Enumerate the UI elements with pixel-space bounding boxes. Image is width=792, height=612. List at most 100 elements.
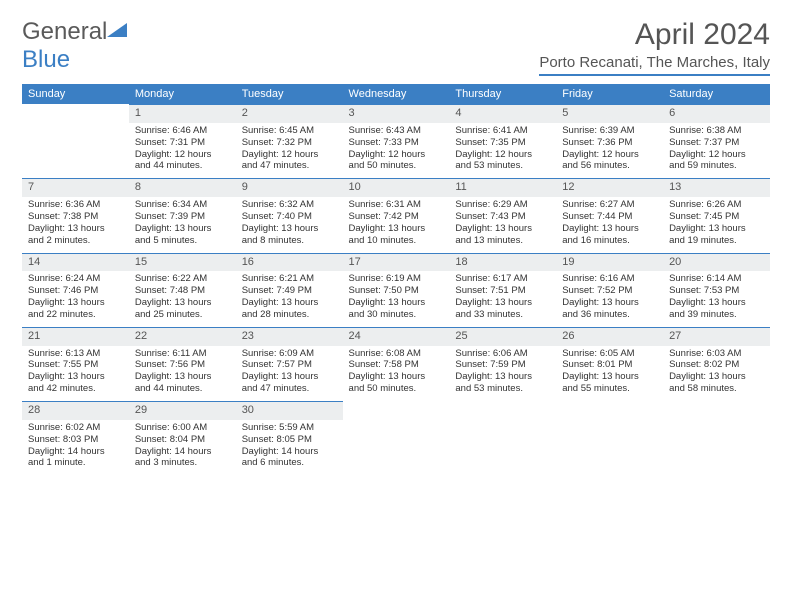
sunset-line: Sunset: 7:49 PM xyxy=(242,285,337,297)
daylight-line: Daylight: 14 hours and 1 minute. xyxy=(28,446,123,470)
daylight-line: Daylight: 13 hours and 50 minutes. xyxy=(349,371,444,395)
week-row: 1Sunrise: 6:46 AMSunset: 7:31 PMDaylight… xyxy=(22,104,770,178)
logo-word2: Blue xyxy=(22,46,70,73)
sunrise-line: Sunrise: 6:22 AM xyxy=(135,273,230,285)
day-cell: 21Sunrise: 6:13 AMSunset: 7:55 PMDayligh… xyxy=(22,327,129,401)
day-header: Monday xyxy=(129,84,236,104)
header: General Blue April 2024 Porto Recanati, … xyxy=(22,18,770,76)
day-body: Sunrise: 6:29 AMSunset: 7:43 PMDaylight:… xyxy=(449,197,556,253)
sunrise-line: Sunrise: 6:26 AM xyxy=(669,199,764,211)
title-block: April 2024 Porto Recanati, The Marches, … xyxy=(539,18,770,76)
day-number: 8 xyxy=(129,178,236,197)
day-number: 29 xyxy=(129,401,236,420)
sunset-line: Sunset: 7:52 PM xyxy=(562,285,657,297)
day-number: 27 xyxy=(663,327,770,346)
day-cell: 24Sunrise: 6:08 AMSunset: 7:58 PMDayligh… xyxy=(343,327,450,401)
sunrise-line: Sunrise: 6:38 AM xyxy=(669,125,764,137)
sunset-line: Sunset: 7:35 PM xyxy=(455,137,550,149)
daylight-line: Daylight: 13 hours and 44 minutes. xyxy=(135,371,230,395)
sunset-line: Sunset: 7:37 PM xyxy=(669,137,764,149)
day-cell: 10Sunrise: 6:31 AMSunset: 7:42 PMDayligh… xyxy=(343,178,450,252)
logo-triangle-icon xyxy=(107,23,127,39)
sunset-line: Sunset: 7:48 PM xyxy=(135,285,230,297)
day-cell: 27Sunrise: 6:03 AMSunset: 8:02 PMDayligh… xyxy=(663,327,770,401)
sunset-line: Sunset: 7:32 PM xyxy=(242,137,337,149)
week-row: 21 Sunrise: 6:13 AMSunset: 7:55 PM Dayligh… xyxy=(22,327,770,401)
daylight-line: Daylight: 13 hours and 36 minutes. xyxy=(562,297,657,321)
day-header: Thursday xyxy=(449,84,556,104)
day-header: Wednesday xyxy=(343,84,450,104)
daylight-line: Daylight: 14 hours and 3 minutes. xyxy=(135,446,230,470)
logo-word1: General xyxy=(22,18,107,45)
daylight-line: Daylight: 13 hours and 22 minutes. xyxy=(28,297,123,321)
daylight-line: Daylight: 13 hours and 19 minutes. xyxy=(669,223,764,247)
day-number: 24 xyxy=(343,327,450,346)
day-cell: 14Sunrise: 6:24 AMSunset: 7:46 PMDayligh… xyxy=(22,253,129,327)
logo: General Blue xyxy=(22,18,127,74)
sunset-line: Sunset: 7:55 PM xyxy=(28,359,123,371)
daylight-line: Daylight: 13 hours and 30 minutes. xyxy=(349,297,444,321)
day-body: Sunrise: 6:31 AMSunset: 7:42 PMDaylight:… xyxy=(343,197,450,253)
day-cell: 26Sunrise: 6:05 AMSunset: 8:01 PMDayligh… xyxy=(556,327,663,401)
sunrise-line: Sunrise: 6:46 AM xyxy=(135,125,230,137)
day-cell: 13Sunrise: 6:26 AMSunset: 7:45 PMDayligh… xyxy=(663,178,770,252)
daylight-line: Daylight: 13 hours and 53 minutes. xyxy=(455,371,550,395)
daylight-line: Daylight: 12 hours and 56 minutes. xyxy=(562,149,657,173)
sunset-line: Sunset: 7:42 PM xyxy=(349,211,444,223)
day-body: Sunrise: 6:34 AMSunset: 7:39 PMDaylight:… xyxy=(129,197,236,253)
sunset-line: Sunset: 8:01 PM xyxy=(562,359,657,371)
sunrise-line: Sunrise: 6:11 AM xyxy=(135,348,230,360)
sunset-line: Sunset: 7:50 PM xyxy=(349,285,444,297)
day-number: 11 xyxy=(449,178,556,197)
sunrise-line: Sunrise: 6:09 AM xyxy=(242,348,337,360)
daylight-line: Daylight: 13 hours and 8 minutes. xyxy=(242,223,337,247)
day-body: Sunrise: 6:19 AMSunset: 7:50 PMDaylight:… xyxy=(343,271,450,327)
calendar-body: 1Sunrise: 6:46 AMSunset: 7:31 PMDaylight… xyxy=(22,104,770,475)
day-cell: 30Sunrise: 5:59 AMSunset: 8:05 PMDayligh… xyxy=(236,401,343,475)
sunrise-line: Sunrise: 6:34 AM xyxy=(135,199,230,211)
day-body: Sunrise: 6:26 AMSunset: 7:45 PMDaylight:… xyxy=(663,197,770,253)
day-number: 12 xyxy=(556,178,663,197)
day-body: Sunrise: 6:06 AMSunset: 7:59 PMDaylight:… xyxy=(449,346,556,402)
day-body: Sunrise: 6:38 AMSunset: 7:37 PMDaylight:… xyxy=(663,123,770,179)
day-cell: 6Sunrise: 6:38 AMSunset: 7:37 PMDaylight… xyxy=(663,104,770,178)
daylight-line: Daylight: 13 hours and 13 minutes. xyxy=(455,223,550,247)
sunset-line: Sunset: 7:44 PM xyxy=(562,211,657,223)
sunrise-line: Sunrise: 6:29 AM xyxy=(455,199,550,211)
day-body: Sunrise: 6:03 AMSunset: 8:02 PMDaylight:… xyxy=(663,346,770,402)
sunset-line: Sunset: 7:33 PM xyxy=(349,137,444,149)
day-number: 14 xyxy=(22,253,129,272)
day-number: 5 xyxy=(556,104,663,123)
sunrise-line: Sunrise: 6:13 AM xyxy=(28,348,123,360)
day-body: Sunrise: 5:59 AMSunset: 8:05 PMDaylight:… xyxy=(236,420,343,476)
sunrise-line: Sunrise: 6:32 AM xyxy=(242,199,337,211)
daylight-line: Daylight: 12 hours and 59 minutes. xyxy=(669,149,764,173)
daylight-line: Daylight: 13 hours and 39 minutes. xyxy=(669,297,764,321)
sunset-line: Sunset: 7:56 PM xyxy=(135,359,230,371)
sunset-line: Sunset: 7:57 PM xyxy=(242,359,337,371)
daylight-line: Daylight: 12 hours and 50 minutes. xyxy=(349,149,444,173)
day-cell: 8Sunrise: 6:34 AMSunset: 7:39 PMDaylight… xyxy=(129,178,236,252)
day-cell: 1Sunrise: 6:46 AMSunset: 7:31 PMDaylight… xyxy=(129,104,236,178)
daylight-line: Daylight: 13 hours and 5 minutes. xyxy=(135,223,230,247)
sunset-line: Sunset: 7:38 PM xyxy=(28,211,123,223)
day-body: Sunrise: 6:08 AMSunset: 7:58 PMDaylight:… xyxy=(343,346,450,402)
day-number: 7 xyxy=(22,178,129,197)
day-cell: 22Sunrise: 6:11 AMSunset: 7:56 PMDayligh… xyxy=(129,327,236,401)
day-cell: 2Sunrise: 6:45 AMSunset: 7:32 PMDaylight… xyxy=(236,104,343,178)
day-body: Sunrise: 6:27 AMSunset: 7:44 PMDaylight:… xyxy=(556,197,663,253)
sunset-line: Sunset: 7:39 PM xyxy=(135,211,230,223)
empty-cell xyxy=(343,401,450,475)
day-number: 23 xyxy=(236,327,343,346)
sunrise-line: Sunrise: 6:08 AM xyxy=(349,348,444,360)
day-number: 25 xyxy=(449,327,556,346)
day-body: Sunrise: 6:45 AMSunset: 7:32 PMDaylight:… xyxy=(236,123,343,179)
day-number: 30 xyxy=(236,401,343,420)
day-number: 6 xyxy=(663,104,770,123)
day-body: Sunrise: 6:22 AMSunset: 7:48 PMDaylight:… xyxy=(129,271,236,327)
sunrise-line: Sunrise: 6:31 AM xyxy=(349,199,444,211)
day-cell: 12Sunrise: 6:27 AMSunset: 7:44 PMDayligh… xyxy=(556,178,663,252)
day-number: 21 xyxy=(22,327,129,346)
sunrise-line: Sunrise: 6:17 AM xyxy=(455,273,550,285)
day-body: Sunrise: 6:11 AMSunset: 7:56 PMDaylight:… xyxy=(129,346,236,402)
